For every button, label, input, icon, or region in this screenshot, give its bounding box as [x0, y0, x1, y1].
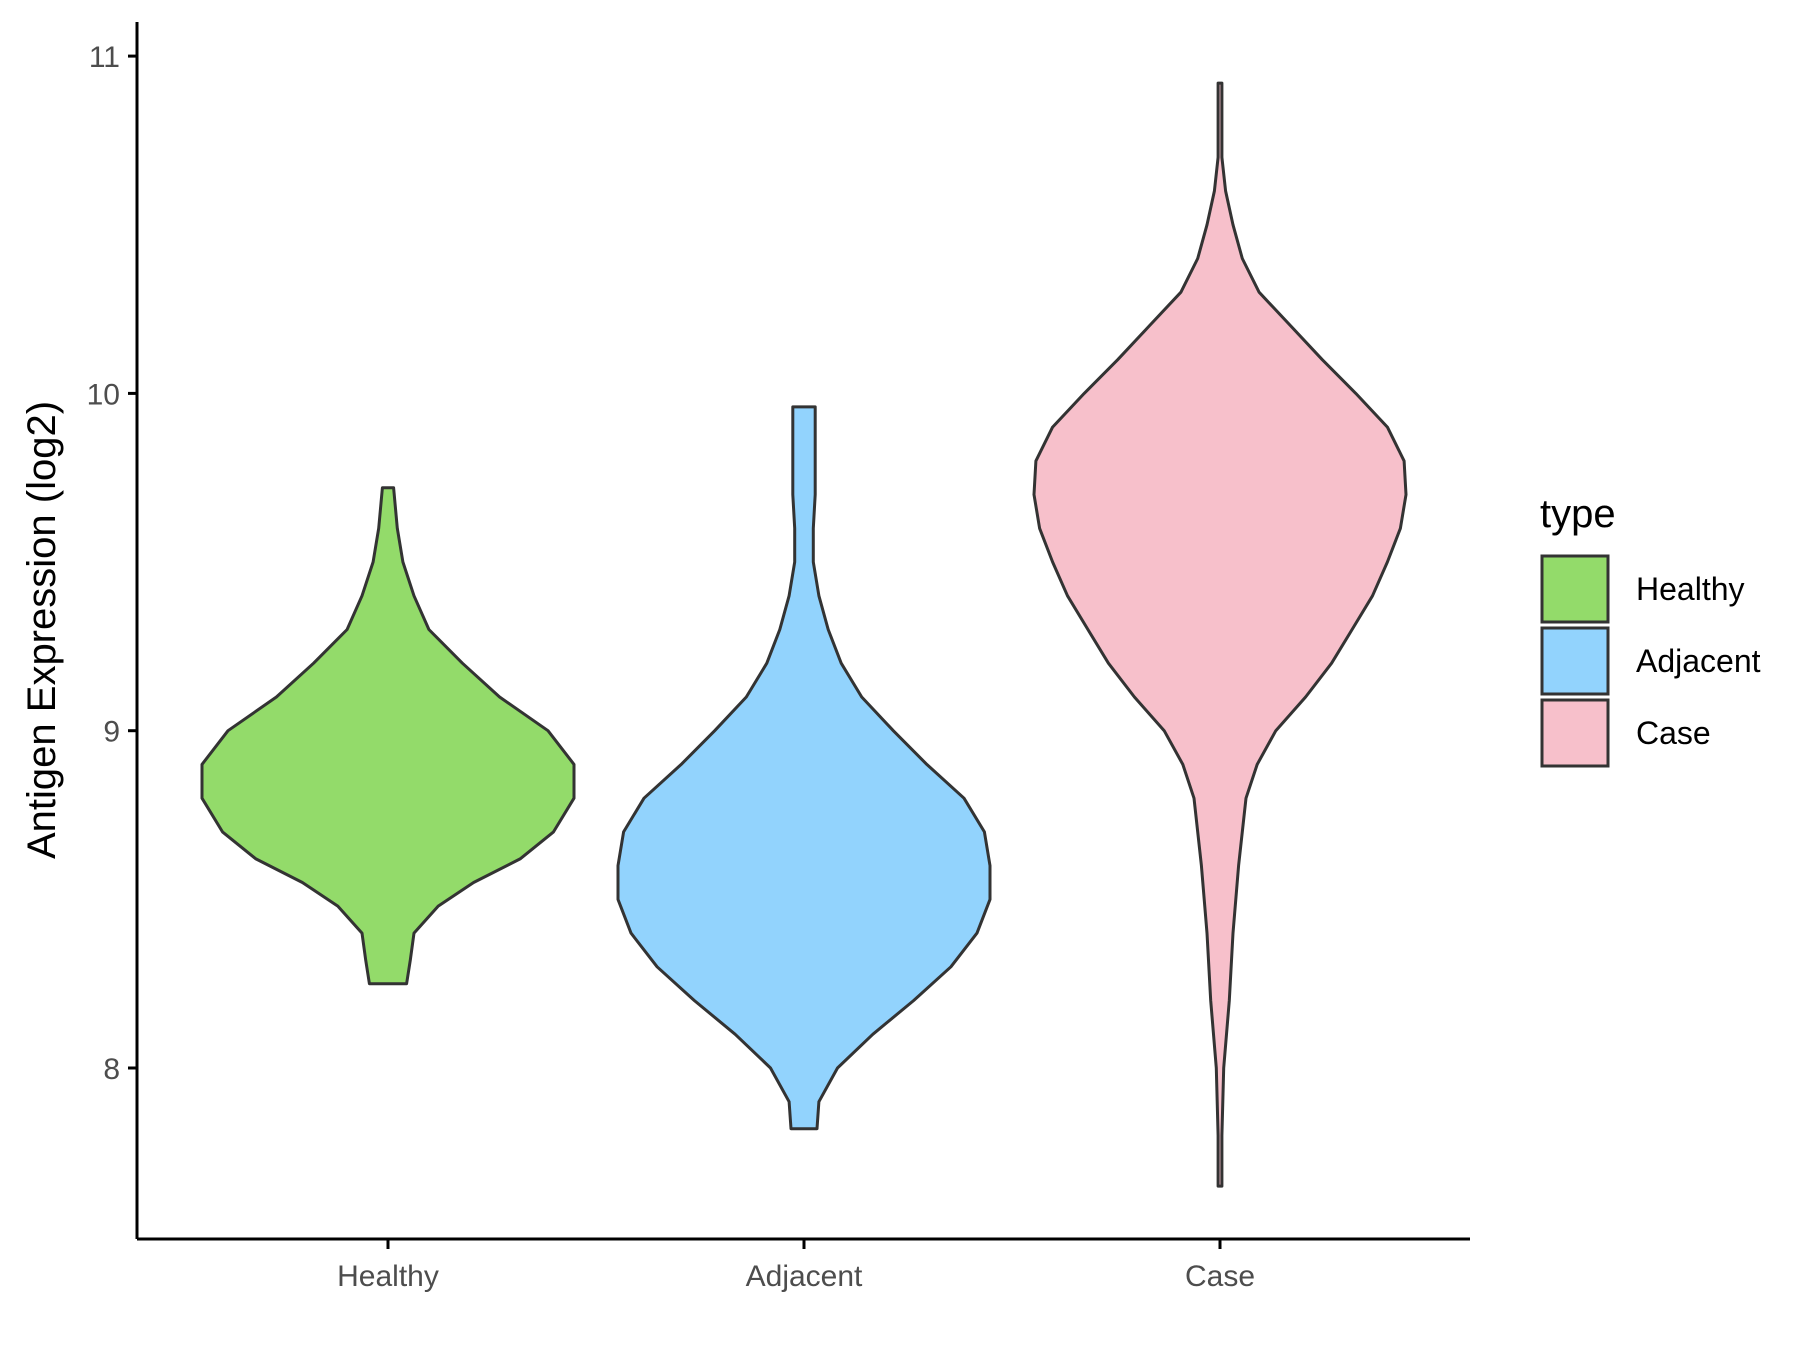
y-tick-label: 10 [87, 378, 120, 411]
x-tick-label-case: Case [1185, 1260, 1255, 1293]
y-ticks-layer: 8 9 10 11 [87, 41, 137, 1086]
y-axis-title: Antigen Expression (log2) [20, 401, 64, 859]
x-ticks-layer: Healthy Adjacent Case [337, 1239, 1255, 1293]
violin-case [1032, 81, 1408, 1188]
violin-healthy [200, 486, 576, 986]
violins-layer [200, 81, 1408, 1188]
legend: type Healthy Adjacent Case [1540, 492, 1761, 768]
legend-key-case [1540, 698, 1610, 768]
x-tick-label-adjacent: Adjacent [746, 1260, 863, 1293]
y-tick-label: 9 [103, 716, 120, 749]
legend-label-adjacent: Adjacent [1636, 643, 1761, 679]
y-tick-label: 11 [89, 41, 120, 74]
x-tick-label-healthy: Healthy [337, 1260, 439, 1293]
legend-key-healthy [1540, 554, 1610, 624]
violin-adjacent [616, 405, 992, 1131]
legend-label-healthy: Healthy [1636, 571, 1745, 607]
legend-label-case: Case [1636, 715, 1711, 751]
legend-title: type [1540, 492, 1616, 536]
y-tick-label: 8 [103, 1053, 120, 1086]
legend-key-adjacent [1540, 626, 1610, 696]
